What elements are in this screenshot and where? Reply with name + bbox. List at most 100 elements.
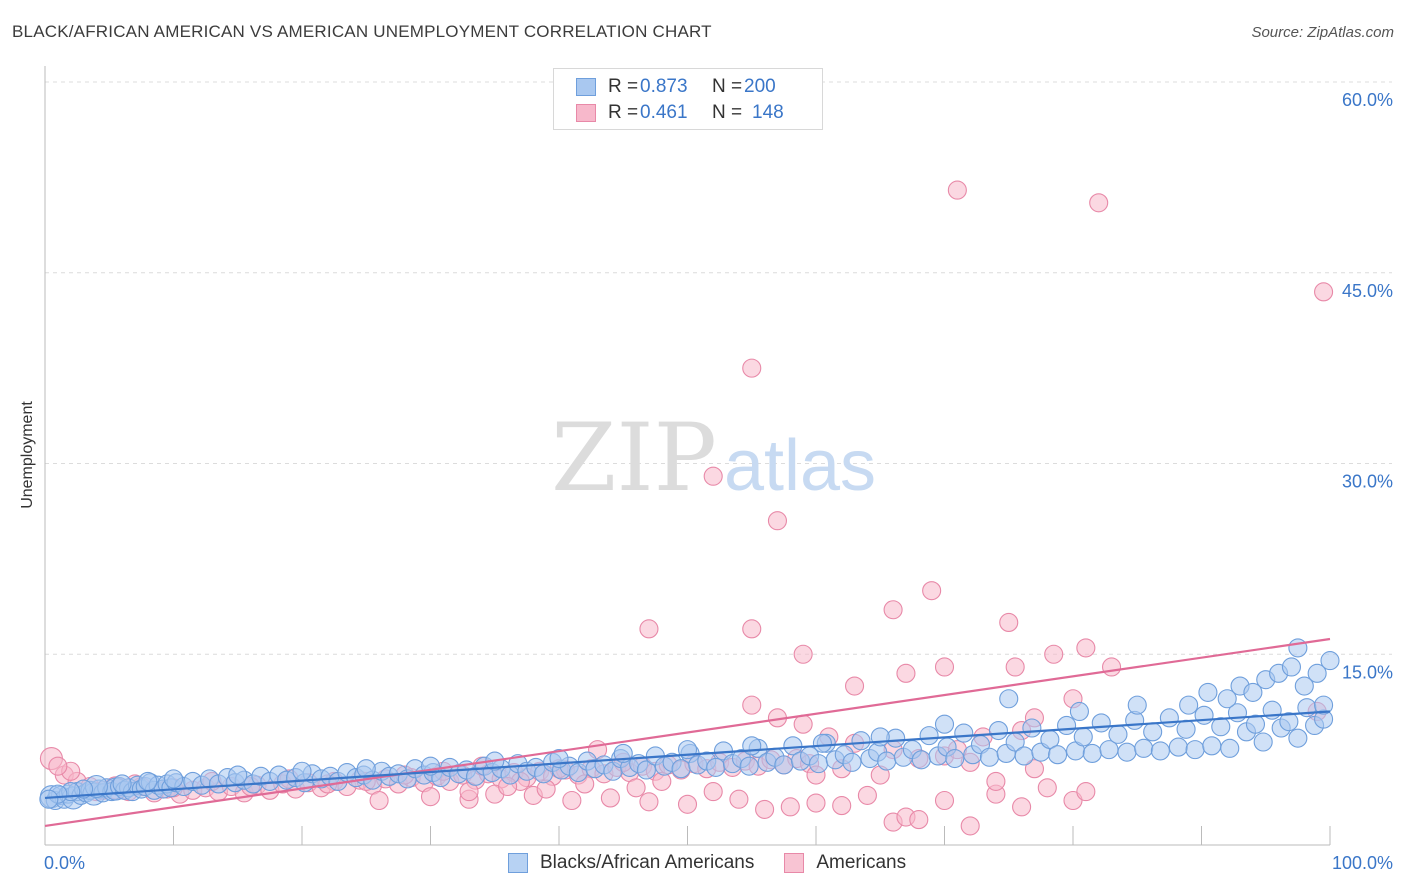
point-blacks [1220,738,1240,758]
chart-source: Source: ZipAtlas.com [1251,24,1394,41]
point-blacks [1185,740,1205,760]
point-blacks [1143,722,1163,742]
point-americans [703,466,723,486]
point-americans [793,714,813,734]
point-blacks [1117,742,1137,762]
point-americans [1044,644,1064,664]
point-blacks [1279,712,1299,732]
point-americans [420,787,441,807]
legend-r-value: 0.461 [640,102,688,123]
point-blacks [636,760,656,780]
point-blacks [1245,714,1266,734]
point-americans [742,358,762,378]
point-blacks [945,748,965,769]
legend-row-blacks: R = 0.873 N = 200 [576,75,776,99]
point-americans [626,778,646,798]
point-blacks [1127,695,1147,715]
point-americans [934,657,955,677]
point-blacks [356,759,376,779]
point-americans [883,600,903,620]
y-tick-label: 30.0% [1342,472,1393,492]
point-americans [677,794,698,814]
point-blacks [1253,732,1273,752]
point-blacks [1307,663,1327,683]
point-blacks [1198,682,1218,702]
point-americans [1076,782,1096,802]
point-americans [1076,638,1096,658]
legend-n-value: 148 [752,102,784,123]
point-americans [960,816,980,836]
point-blacks [228,765,248,785]
point-americans [1024,759,1044,779]
point-blacks [1179,695,1199,715]
legend-n-value: 200 [744,76,776,97]
point-blacks [742,736,762,756]
point-americans [742,695,762,715]
series-swatch-pink [784,853,805,873]
point-blacks [1168,737,1188,757]
point-blacks [1057,715,1077,736]
legend-r-label: R = [608,102,639,123]
point-americans [1037,778,1057,798]
point-americans [909,810,929,830]
point-americans [703,782,723,802]
point-americans [369,790,389,811]
legend-r-value: 0.873 [640,76,688,97]
point-americans [934,790,955,811]
point-americans [639,792,659,812]
point-blacks [842,752,862,772]
point-blacks [112,774,132,794]
point-blacks [1048,745,1068,765]
x-tick-label: 100.0% [1332,853,1393,873]
point-blacks [1176,719,1196,739]
point-blacks [1091,713,1111,733]
point-americans [1089,193,1109,213]
point-blacks [988,720,1009,741]
point-americans [742,619,762,639]
point-blacks [911,750,931,770]
point-americans [896,663,916,683]
point-americans [1012,797,1032,817]
point-americans [600,788,620,808]
point-americans [562,790,582,811]
point-americans [755,799,775,819]
trend-lines [44,637,1331,828]
point-blacks [1159,708,1179,728]
point-blacks [39,789,59,809]
series-label: Blacks/African Americans [540,852,755,873]
axes [44,66,1331,846]
point-americans [844,676,865,696]
point-blacks [1320,651,1340,671]
trend-line-blacks [44,710,1331,800]
point-americans [793,644,813,664]
point-blacks [1202,736,1222,756]
point-americans [947,180,967,200]
point-blacks [877,751,897,771]
point-blacks [1211,717,1231,737]
y-tick-label: 60.0% [1342,90,1393,110]
legend-n-label: N = [712,76,743,97]
point-blacks [1314,695,1334,715]
series-label: Americans [816,852,907,873]
point-americans [767,511,788,531]
point-blacks [851,731,871,751]
point-blacks [1069,701,1089,722]
series-swatch-blue [508,853,528,873]
legend-r-label: R = [608,76,639,97]
point-blacks [1014,746,1034,766]
point-americans [1005,657,1025,677]
point-americans [857,785,877,805]
series-legend: Blacks/African Americans Americans [508,852,936,874]
legend-row-americans: R = 0.461 N = 148 [576,101,784,125]
correlation-legend: R = 0.873 N = 200 R = 0.461 N = 148 [553,68,823,130]
series-legend-blacks[interactable]: Blacks/African Americans [508,852,754,874]
point-americans [1102,657,1122,677]
point-americans [806,793,826,813]
series-legend-americans[interactable]: Americans [784,852,906,874]
watermark-atlas: atlas [724,426,876,506]
point-americans [999,612,1019,633]
point-blacks [783,736,803,756]
grid-lines [45,81,1392,655]
point-americans [729,789,749,809]
point-blacks [1022,718,1042,738]
